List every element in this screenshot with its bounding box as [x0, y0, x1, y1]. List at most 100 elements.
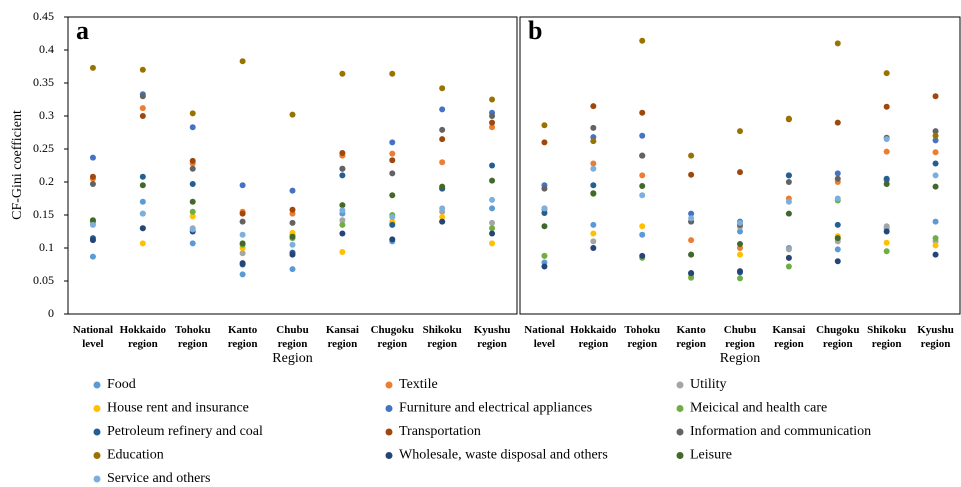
y-tick-label: 0.15 [33, 207, 54, 221]
data-point [489, 124, 496, 131]
data-point [688, 210, 695, 217]
data-point [639, 231, 646, 238]
data-point [737, 251, 743, 258]
data-point [785, 263, 792, 270]
data-point [339, 207, 346, 214]
legend-marker [93, 428, 101, 436]
data-point [639, 132, 646, 139]
data-point [139, 225, 146, 232]
legend-label: Textile [399, 377, 438, 392]
legend-label: Transportation [399, 424, 481, 439]
data-point [389, 192, 396, 199]
legend-label: Education [107, 448, 164, 463]
data-point [189, 198, 196, 205]
data-point [439, 126, 446, 133]
data-point [489, 96, 496, 103]
y-tick-label: 0.35 [33, 75, 54, 89]
data-point [89, 253, 96, 260]
data-point [590, 182, 597, 189]
data-point [639, 109, 646, 116]
data-point [489, 196, 496, 203]
data-point [932, 235, 939, 242]
y-tick-label: 0.2 [39, 174, 54, 188]
data-point [489, 113, 496, 119]
x-tick-label: National level [73, 324, 113, 350]
data-point [239, 218, 246, 225]
data-point [834, 195, 841, 202]
data-point [737, 169, 743, 176]
data-point [289, 111, 296, 118]
legend-marker [676, 428, 684, 436]
data-point [139, 182, 146, 189]
data-point [189, 124, 196, 131]
data-point [489, 119, 496, 126]
data-point [785, 115, 792, 122]
x-tick-label: Kansai region [326, 324, 359, 350]
data-point [932, 160, 939, 167]
data-point [590, 124, 597, 131]
y-tick-label: 0.25 [33, 141, 54, 155]
x-tick-label: Shikoku region [867, 324, 906, 350]
data-point [139, 93, 146, 100]
legend-marker [676, 381, 684, 389]
data-point [639, 252, 646, 259]
data-point [639, 182, 646, 189]
plot-frame [519, 16, 961, 315]
legend-marker [676, 452, 684, 459]
data-point [883, 180, 890, 187]
y-tick-label: 0.45 [33, 9, 54, 23]
x-tick-label: Shikoku region [423, 324, 462, 350]
data-point [189, 157, 196, 164]
data-point [89, 180, 96, 187]
legend-marker [93, 405, 101, 412]
legend-label: Utility [690, 377, 727, 392]
data-point [932, 242, 939, 249]
data-point [139, 173, 146, 180]
legend-marker [93, 381, 101, 389]
data-point [439, 85, 446, 92]
legend-label: Food [107, 377, 136, 392]
data-point [785, 198, 792, 205]
data-point [489, 225, 496, 232]
data-point [883, 103, 890, 110]
data-point [289, 219, 296, 226]
data-point [339, 230, 346, 237]
data-point [590, 160, 597, 167]
data-point [932, 93, 939, 100]
data-point [737, 128, 743, 135]
data-point [439, 183, 446, 190]
data-point [785, 254, 792, 261]
data-point [688, 251, 695, 258]
data-point [688, 215, 695, 222]
data-point [89, 64, 96, 71]
data-point [389, 139, 396, 146]
data-point [339, 202, 346, 209]
data-point [639, 223, 646, 230]
data-point [590, 230, 597, 237]
data-point [339, 221, 346, 228]
data-point [89, 221, 96, 228]
data-point [541, 252, 548, 259]
data-point [189, 208, 196, 215]
x-tick-label: Chubu region [276, 324, 308, 350]
x-tick-label: Kyushu region [474, 324, 511, 350]
data-point [883, 248, 890, 255]
data-point [932, 137, 939, 144]
data-point [688, 237, 695, 244]
data-point [489, 205, 496, 212]
plot-frame [67, 16, 518, 315]
data-point [339, 217, 346, 224]
data-point [541, 205, 548, 212]
legend-label: House rent and insurance [107, 401, 249, 416]
data-point [189, 240, 196, 247]
data-point [389, 221, 396, 228]
legend-label: Wholesale, waste disposal and others [399, 448, 608, 463]
data-point [883, 148, 890, 155]
data-point [189, 180, 196, 187]
data-point [834, 246, 841, 253]
data-point [239, 240, 246, 247]
data-point [541, 185, 548, 192]
data-point [639, 192, 646, 199]
x-tick-label: Chubu region [724, 324, 756, 350]
data-point [339, 149, 346, 156]
